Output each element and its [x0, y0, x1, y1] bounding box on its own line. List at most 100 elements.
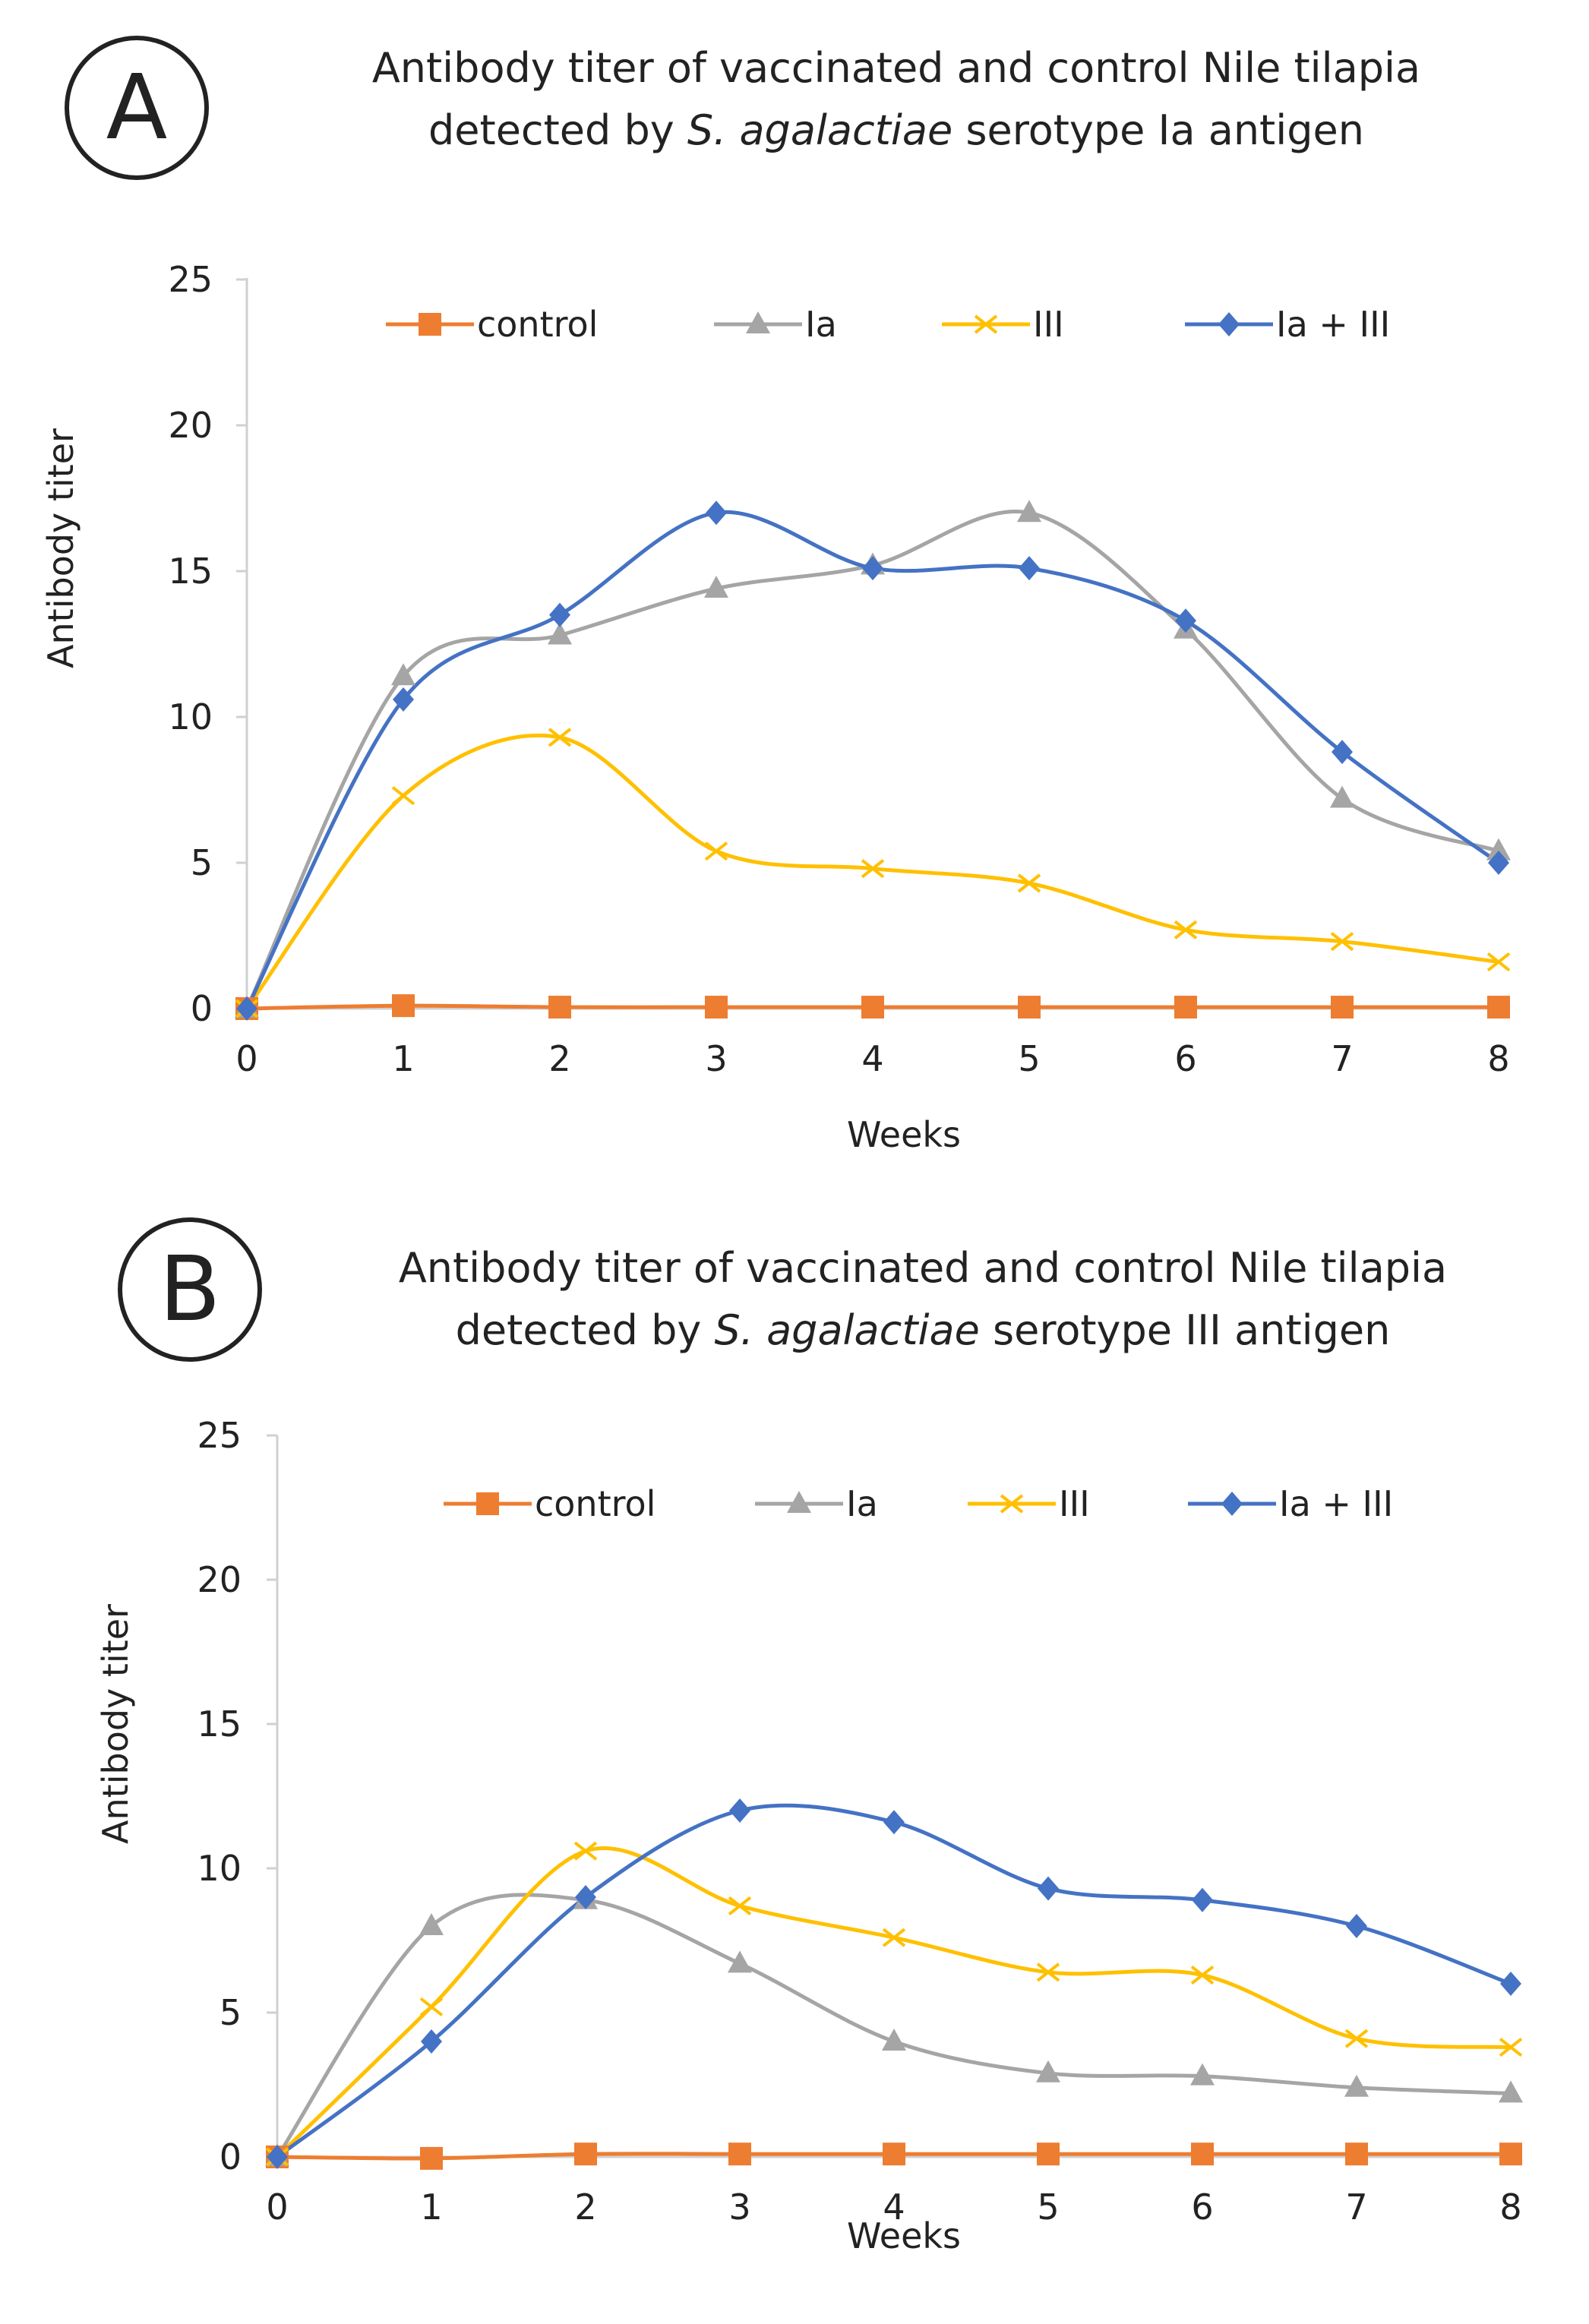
data-point-ia-iii [575, 1885, 596, 1909]
x-tick-label: 4 [883, 2187, 905, 2228]
legend-label: Ia [846, 1483, 878, 1524]
data-point-ia-iii [862, 556, 883, 581]
data-point-control [1487, 996, 1510, 1019]
series-line-iii [276, 1846, 1512, 2158]
data-point-ia [1330, 785, 1354, 808]
panel-label-a: A [106, 55, 168, 159]
data-point-iii [861, 859, 885, 879]
series-line-ia-iii [276, 1803, 1512, 2159]
data-point-iii [391, 786, 415, 806]
data-point-ia-iii [706, 500, 727, 526]
data-point-iii [1036, 1962, 1060, 1982]
legend-label: Ia + III [1276, 304, 1390, 345]
data-point-ia-iii [267, 2145, 288, 2169]
chart-title-line1-b: Antibody titer of vaccinated and control… [399, 1244, 1447, 1292]
chart-title-line2-a: detected by S. agalactiae serotype Ia an… [428, 106, 1364, 154]
y-tick-label: 25 [168, 259, 213, 300]
legend-marker [419, 313, 441, 336]
legend-label: III [1059, 1483, 1090, 1524]
legend-label: control [535, 1483, 656, 1524]
data-point-ia-iii [1038, 1876, 1059, 1901]
data-point-control [1345, 2142, 1368, 2166]
data-point-control [392, 994, 415, 1018]
data-point-control [1037, 2142, 1060, 2166]
x-tick-label: 7 [1345, 2187, 1367, 2228]
panel-b: B Antibody titer of vaccinated and contr… [0, 1162, 1589, 2324]
x-tick-label: 0 [266, 2187, 288, 2228]
series-line-ia [245, 510, 1499, 1010]
data-point-ia [1499, 2080, 1523, 2103]
legend-b: control Ia III Ia + III [444, 1483, 1393, 1524]
data-point-ia [704, 576, 728, 598]
axes-a: 0 5 10 15 20 25 0 1 2 3 4 5 6 7 8 [168, 259, 1509, 1079]
data-point-control [861, 996, 884, 1019]
data-point-control [728, 2142, 751, 2166]
data-point-iii [1017, 873, 1041, 893]
x-tick-label: 2 [574, 2187, 596, 2228]
data-point-ia [548, 622, 572, 645]
legend-marker [1000, 1494, 1024, 1514]
x-tick-label: 8 [1499, 2187, 1521, 2228]
y-tick-label: 15 [197, 1704, 242, 1745]
x-axis-label-b: Weeks [847, 2215, 961, 2256]
y-tick-label: 10 [168, 696, 213, 737]
legend-label: Ia [805, 304, 837, 345]
data-point-iii [882, 1928, 906, 1947]
data-point-ia-iii [236, 996, 257, 1021]
series-line-ia [275, 1893, 1512, 2158]
data-point-control [548, 996, 571, 1019]
data-point-iii [704, 842, 728, 861]
data-point-ia-iii [729, 1798, 750, 1823]
x-axis-label-a: Weeks [847, 1114, 961, 1155]
x-tick-label: 7 [1331, 1038, 1353, 1079]
data-point-ia-iii [1500, 1972, 1521, 1996]
series-line-ia-iii [245, 510, 1500, 1010]
data-point-iii [1486, 952, 1511, 972]
y-tick-label: 20 [168, 405, 213, 446]
data-point-control [705, 996, 728, 1019]
data-point-iii [573, 1841, 598, 1861]
data-point-ia-iii [549, 602, 570, 627]
data-point-control [1331, 996, 1354, 1019]
data-point-control [1191, 2142, 1214, 2166]
data-point-iii [728, 1896, 752, 1915]
panel-label-b: B [160, 1236, 221, 1341]
y-tick-label: 5 [191, 842, 213, 883]
chart-title-line1-a: Antibody titer of vaccinated and control… [372, 44, 1420, 92]
data-point-iii [1190, 1966, 1215, 1985]
y-tick-label: 20 [197, 1559, 242, 1600]
x-tick-label: 1 [392, 1038, 414, 1079]
data-point-ia-iii [1332, 740, 1353, 765]
x-tick-label: 6 [1174, 1038, 1196, 1079]
legend-marker [746, 311, 770, 333]
x-tick-label: 4 [861, 1038, 883, 1079]
data-point-ia-iii [393, 687, 414, 712]
data-point-control [1499, 2142, 1522, 2166]
data-point-ia [1036, 2060, 1060, 2082]
y-tick-label: 10 [197, 1848, 242, 1889]
panel-badge-a [65, 36, 209, 180]
data-point-iii [419, 1997, 444, 2016]
legend-marker [476, 1492, 499, 1515]
chart-b: B Antibody titer of vaccinated and contr… [95, 1217, 1523, 2256]
data-point-ia-iii [883, 1810, 905, 1835]
legend-label: Ia + III [1279, 1483, 1393, 1524]
data-point-iii [548, 728, 572, 747]
data-point-iii [1499, 2038, 1523, 2057]
chart-a: A Antibody titer of vaccinated and contr… [40, 36, 1511, 1155]
series-line-iii [245, 733, 1499, 1010]
legend-marker [1221, 1492, 1243, 1516]
data-point-ia [1190, 2063, 1215, 2086]
chart-title-line2-b: detected by S. agalactiae serotype III a… [456, 1306, 1391, 1354]
data-point-ia [882, 2029, 906, 2051]
panel-badge-b [118, 1217, 262, 1362]
data-point-control [420, 2146, 443, 2170]
data-point-control [574, 2142, 597, 2166]
panel-a: A Antibody titer of vaccinated and contr… [40, 36, 1511, 1155]
data-point-control [1174, 996, 1197, 1019]
x-tick-label: 8 [1487, 1038, 1509, 1079]
legend-marker [787, 1491, 811, 1513]
legend-label: control [477, 304, 598, 345]
x-tick-label: 3 [728, 2187, 750, 2228]
data-point-ia [728, 1950, 752, 1973]
